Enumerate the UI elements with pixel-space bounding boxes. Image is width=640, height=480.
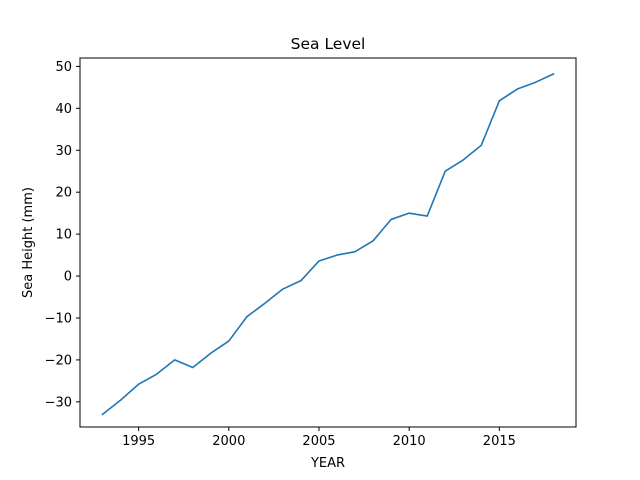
chart-title: Sea Level (291, 35, 366, 53)
y-axis-label: Sea Height (mm) (21, 187, 36, 298)
x-tick-label: 2015 (483, 434, 516, 449)
y-tick-label: 20 (55, 186, 72, 201)
y-axis: −30 −20 −10 0 10 20 30 40 50 (45, 60, 80, 410)
axes-frame (79, 57, 577, 428)
y-tick-label: −30 (45, 395, 72, 410)
y-tick-label: 10 (55, 228, 72, 243)
x-axis-label: YEAR (310, 456, 345, 471)
x-tick-label: 2005 (302, 434, 335, 449)
series-line-0 (101, 72, 555, 416)
plot-area (101, 72, 555, 416)
y-tick-label: 40 (55, 102, 72, 117)
y-tick-label: −10 (45, 311, 72, 326)
x-tick-label: 1995 (122, 434, 155, 449)
y-tick-label: 30 (55, 144, 72, 159)
y-tick-label: −20 (45, 353, 72, 368)
x-tick-label: 2010 (393, 434, 426, 449)
y-tick-label: 50 (55, 60, 72, 75)
y-tick-label: 0 (64, 270, 72, 285)
x-axis: 1995 2000 2005 2010 2015 (122, 427, 516, 449)
x-tick-label: 2000 (212, 434, 245, 449)
